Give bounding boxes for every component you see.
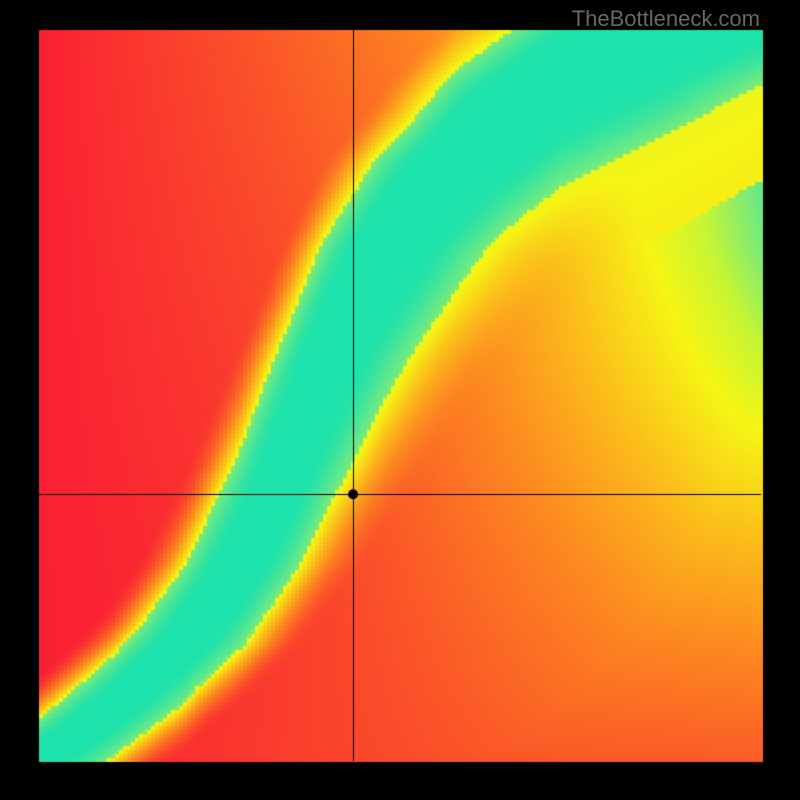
chart-container: TheBottleneck.com — [0, 0, 800, 800]
watermark-text: TheBottleneck.com — [572, 6, 760, 32]
heatmap-canvas — [0, 0, 800, 800]
